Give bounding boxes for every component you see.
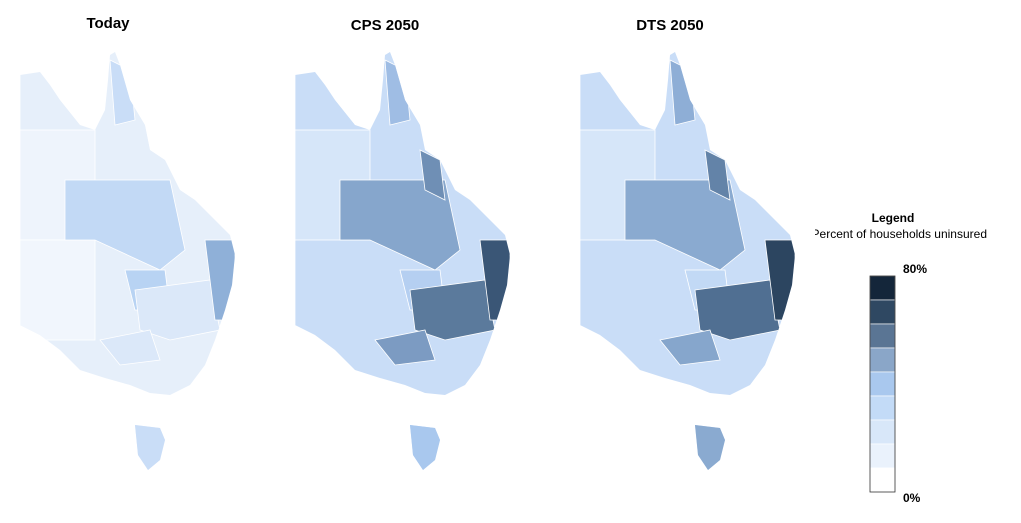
legend-swatch (869, 299, 896, 325)
legend-swatch (869, 395, 896, 421)
legend-swatch (869, 371, 896, 397)
map-dts-2050 (580, 52, 795, 470)
legend-swatch (869, 347, 896, 373)
legend-scale (869, 275, 896, 493)
legend-frame (869, 275, 896, 493)
map-today (20, 52, 235, 470)
legend-swatch (869, 275, 896, 301)
legend-swatch (869, 443, 896, 469)
legend-title: Legend (872, 211, 915, 225)
map-cps-2050 (295, 52, 510, 470)
map-title: CPS 2050 (351, 17, 419, 34)
legend-max: 80% (903, 262, 927, 276)
legend-swatch (869, 467, 896, 493)
legend-subtitle: Percent of households uninsured (812, 227, 987, 241)
legend-swatch (869, 323, 896, 349)
map-title: DTS 2050 (636, 17, 704, 34)
legend-swatch (869, 419, 896, 445)
legend-min: 0% (903, 491, 921, 505)
map-title: Today (86, 15, 130, 32)
